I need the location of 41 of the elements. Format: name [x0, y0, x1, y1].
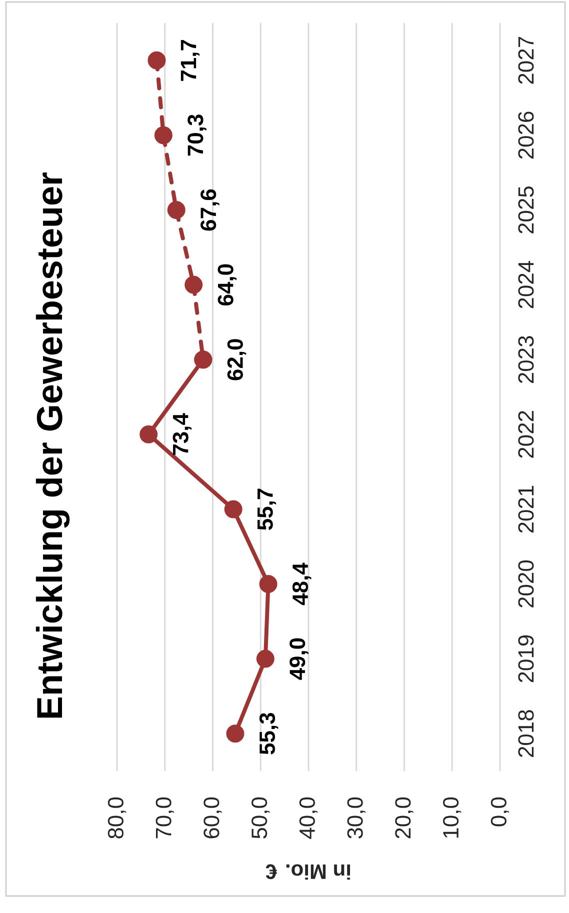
- x-tick-label: 10,0: [443, 797, 462, 838]
- data-label: 73,4: [172, 413, 192, 455]
- y-tick-label: 2018: [518, 710, 534, 757]
- x-tick-label: 30,0: [347, 797, 366, 839]
- y-tick-label: 2019: [518, 635, 534, 682]
- y-tick-label: 2023: [518, 336, 534, 383]
- data-label: 71,7: [180, 40, 200, 81]
- x-axis-title: in Mio. €: [266, 864, 350, 880]
- text: Entwicklung der Gewerbesteuer: [36, 172, 70, 718]
- point: [224, 500, 242, 518]
- point: [226, 724, 244, 743]
- x-tick-label: 80,0: [108, 797, 126, 838]
- point: [184, 276, 203, 294]
- point: [154, 126, 172, 144]
- y-tick-label: 2027: [518, 37, 534, 84]
- point: [259, 575, 278, 594]
- x-tick-label: 70,0: [156, 797, 174, 838]
- x-tick-label: 0,0: [490, 797, 510, 826]
- point: [148, 51, 166, 70]
- data-label: 48,4: [292, 562, 312, 606]
- data-label: 55,3: [259, 712, 278, 754]
- y-tick-label: 2020: [518, 560, 534, 608]
- data-label: 70,3: [188, 114, 206, 156]
- data-label: 64,0: [218, 264, 237, 306]
- y-tick-label: 2022: [518, 411, 534, 458]
- point: [194, 350, 212, 369]
- y-tick-label: 2021: [518, 486, 534, 533]
- data-label: 62,0: [227, 339, 246, 380]
- x-tick-label: 20,0: [395, 797, 414, 838]
- y-tick-label: 2024: [518, 260, 534, 308]
- data-label: 67,6: [200, 189, 220, 231]
- x-tick-label: 50,0: [252, 797, 270, 838]
- y-tick-label: 2025: [518, 186, 534, 234]
- point: [256, 650, 274, 668]
- x-tick-label: 60,0: [204, 797, 222, 838]
- y-tick-label: 2026: [518, 112, 534, 159]
- data-label: 55,7: [258, 488, 276, 530]
- x-tick-label: 40,0: [299, 797, 318, 839]
- data-label: 49,0: [290, 638, 308, 680]
- point: [167, 201, 186, 220]
- point: [140, 425, 158, 444]
